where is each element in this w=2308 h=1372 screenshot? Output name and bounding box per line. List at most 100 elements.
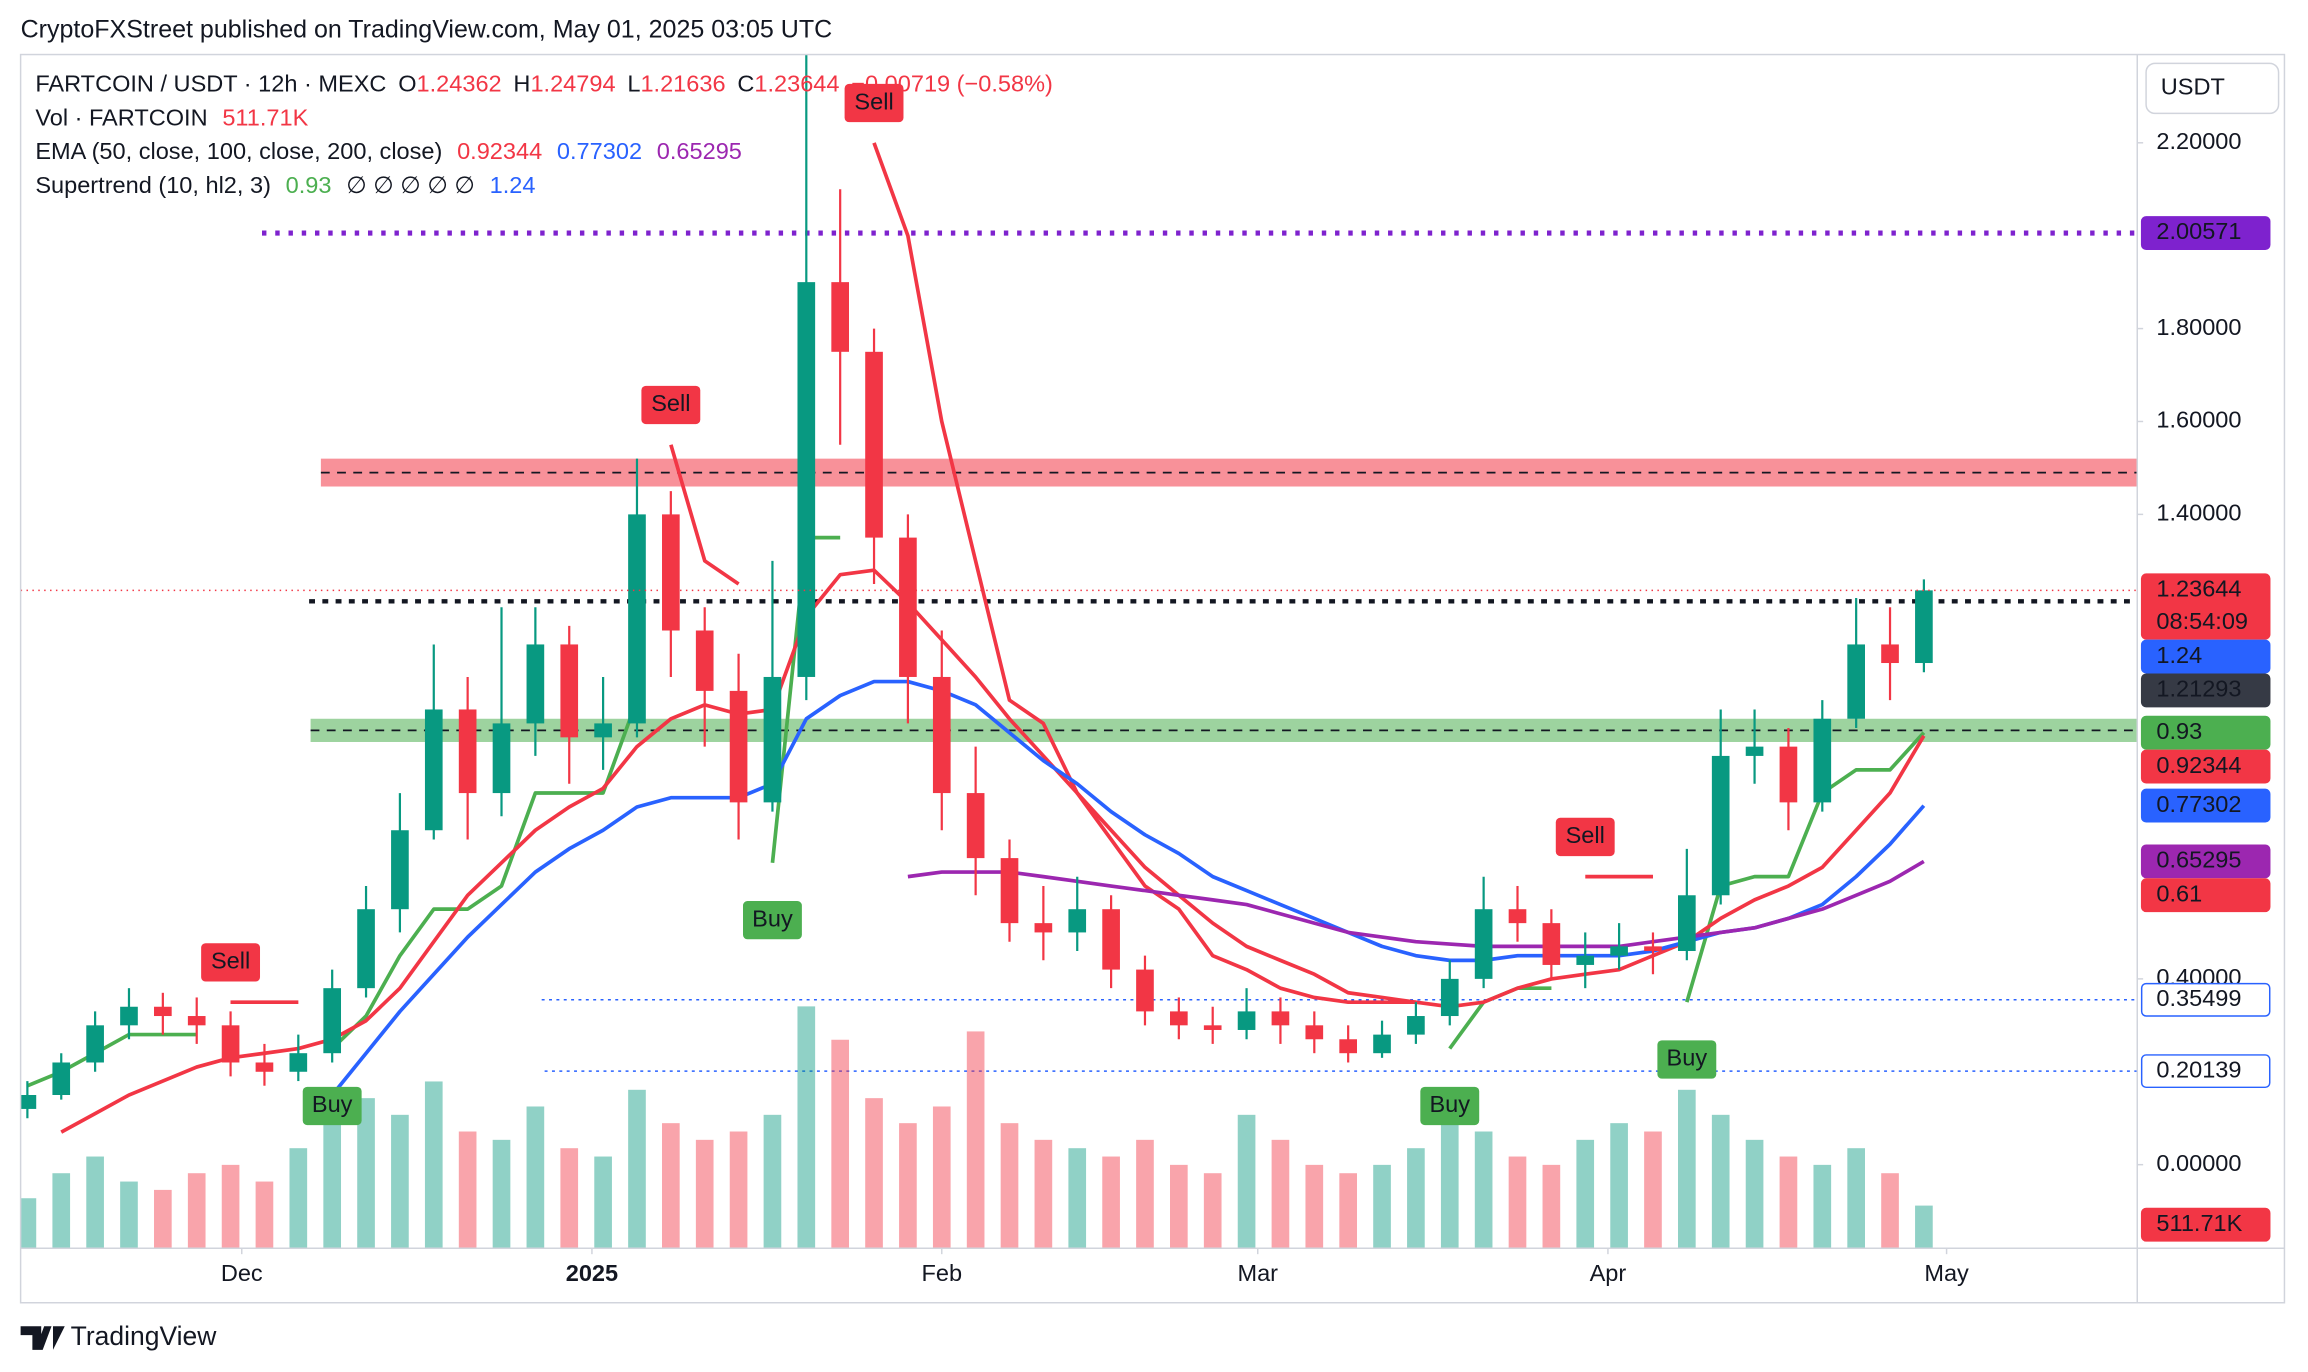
price-tag-label: 0.93 — [2156, 718, 2202, 744]
candle-body — [729, 690, 748, 803]
candle-body — [187, 1016, 206, 1026]
price-tag-label: 0.61 — [2156, 880, 2202, 906]
ema-line — [60, 568, 1926, 1134]
price-tag-label: 0.20139 — [2156, 1056, 2241, 1082]
volume-bar — [1610, 1123, 1628, 1249]
price-tag-label: 0.92344 — [2156, 752, 2241, 778]
volume-bar — [1339, 1173, 1358, 1249]
y-tick-label: 2.20000 — [2156, 128, 2241, 154]
buy-signal — [302, 1086, 362, 1126]
price-tag-label: 1.23644 — [2156, 576, 2241, 602]
candle-body — [1000, 858, 1019, 924]
price-tag — [2140, 216, 2271, 250]
volume-bar — [1305, 1164, 1324, 1249]
candle-body — [1576, 955, 1595, 965]
frame — [19, 53, 2286, 1304]
value: 1.23644 — [754, 71, 839, 97]
volume-bar — [831, 1039, 850, 1249]
price-tag-label: 0.35499 — [2156, 985, 2241, 1011]
brand-logo — [20, 1326, 65, 1350]
x-tick-label: Dec — [221, 1260, 263, 1286]
candle-body — [221, 1025, 240, 1063]
volume-bar — [1779, 1156, 1798, 1249]
candle-body — [560, 644, 579, 738]
volume-bar — [221, 1164, 240, 1249]
volume-bar — [1813, 1164, 1832, 1249]
candle-body — [1644, 946, 1662, 952]
volume-bar — [20, 1198, 37, 1249]
candle-body — [1339, 1039, 1358, 1054]
volume-bar — [1711, 1114, 1730, 1249]
volume-bar — [1271, 1139, 1290, 1249]
unit-box[interactable] — [2145, 62, 2280, 115]
x-tick-label: 2025 — [566, 1260, 618, 1286]
candle-body — [289, 1053, 308, 1072]
volume-bar — [662, 1123, 680, 1249]
candle-body — [1237, 1011, 1256, 1030]
axis-unit: USDT — [2161, 74, 2225, 100]
price-tag — [2140, 715, 2271, 750]
candle-body — [120, 1006, 138, 1026]
price-tag — [2140, 982, 2271, 1017]
candle-body — [391, 830, 409, 910]
candle-body — [458, 709, 477, 794]
candle-body — [20, 1094, 37, 1109]
candle-body — [1068, 909, 1087, 933]
x-tick-label: Apr — [1590, 1260, 1627, 1286]
price-tag-label: 0.77302 — [2156, 791, 2241, 817]
volume-bar — [1745, 1139, 1764, 1249]
brand: TradingView — [20, 1321, 217, 1351]
buy-signal — [1420, 1086, 1480, 1126]
published-note: CryptoFXStreet published on TradingView.… — [21, 16, 833, 44]
volume-bar — [1170, 1164, 1188, 1249]
candle-body — [1474, 909, 1493, 979]
supertrend-down — [669, 444, 740, 586]
y-tick-label: 0.00000 — [2156, 1150, 2241, 1176]
candle-body — [1440, 978, 1459, 1017]
volume-bar — [1407, 1148, 1425, 1249]
sell-signal — [844, 83, 904, 123]
candle-body — [966, 793, 985, 859]
candle-body — [1915, 590, 1933, 664]
volume-bar — [1644, 1131, 1662, 1249]
price-tag-label: 511.71K — [2156, 1210, 2242, 1236]
value: 1.24362 — [417, 71, 502, 97]
candle-body — [831, 282, 850, 352]
candle-body — [323, 988, 342, 1054]
candle-body — [1881, 644, 1899, 664]
candle-body — [763, 676, 782, 803]
candle-body — [594, 723, 612, 738]
value: 511.71K — [222, 105, 308, 131]
volume-bar — [154, 1189, 172, 1249]
legend-ema: EMA (50, close, 100, close, 200, close) 0… — [35, 138, 742, 164]
candle-body — [1102, 909, 1120, 970]
volume-bar — [966, 1031, 985, 1249]
sell-signal — [1555, 817, 1615, 857]
volume-bar — [1237, 1114, 1256, 1249]
x-tick-label: May — [1924, 1260, 1969, 1286]
volume-bar — [729, 1131, 748, 1249]
candle-body — [899, 537, 917, 677]
candle-body — [865, 351, 883, 538]
volume-bar — [1000, 1123, 1019, 1249]
candle-body — [492, 723, 511, 794]
key: H — [513, 71, 530, 97]
key: L — [627, 71, 640, 97]
price-tag-label: 1.21293 — [2156, 676, 2241, 702]
volume-bar — [52, 1173, 71, 1249]
value: 0.93 — [286, 172, 332, 198]
candle-body — [1711, 755, 1730, 896]
candle-body — [1271, 1011, 1290, 1026]
candle-body — [1678, 895, 1696, 952]
volume-bar — [1102, 1156, 1120, 1249]
candle-body — [1508, 909, 1527, 924]
volume-bar — [1508, 1156, 1527, 1249]
value: 1.24794 — [530, 71, 615, 97]
buy-signal — [1657, 1040, 1717, 1079]
sell-signal — [641, 385, 701, 425]
volume-bar — [695, 1139, 714, 1249]
signal-label: Buy — [1429, 1091, 1470, 1117]
key: O — [398, 71, 416, 97]
volume-bar — [391, 1114, 409, 1249]
